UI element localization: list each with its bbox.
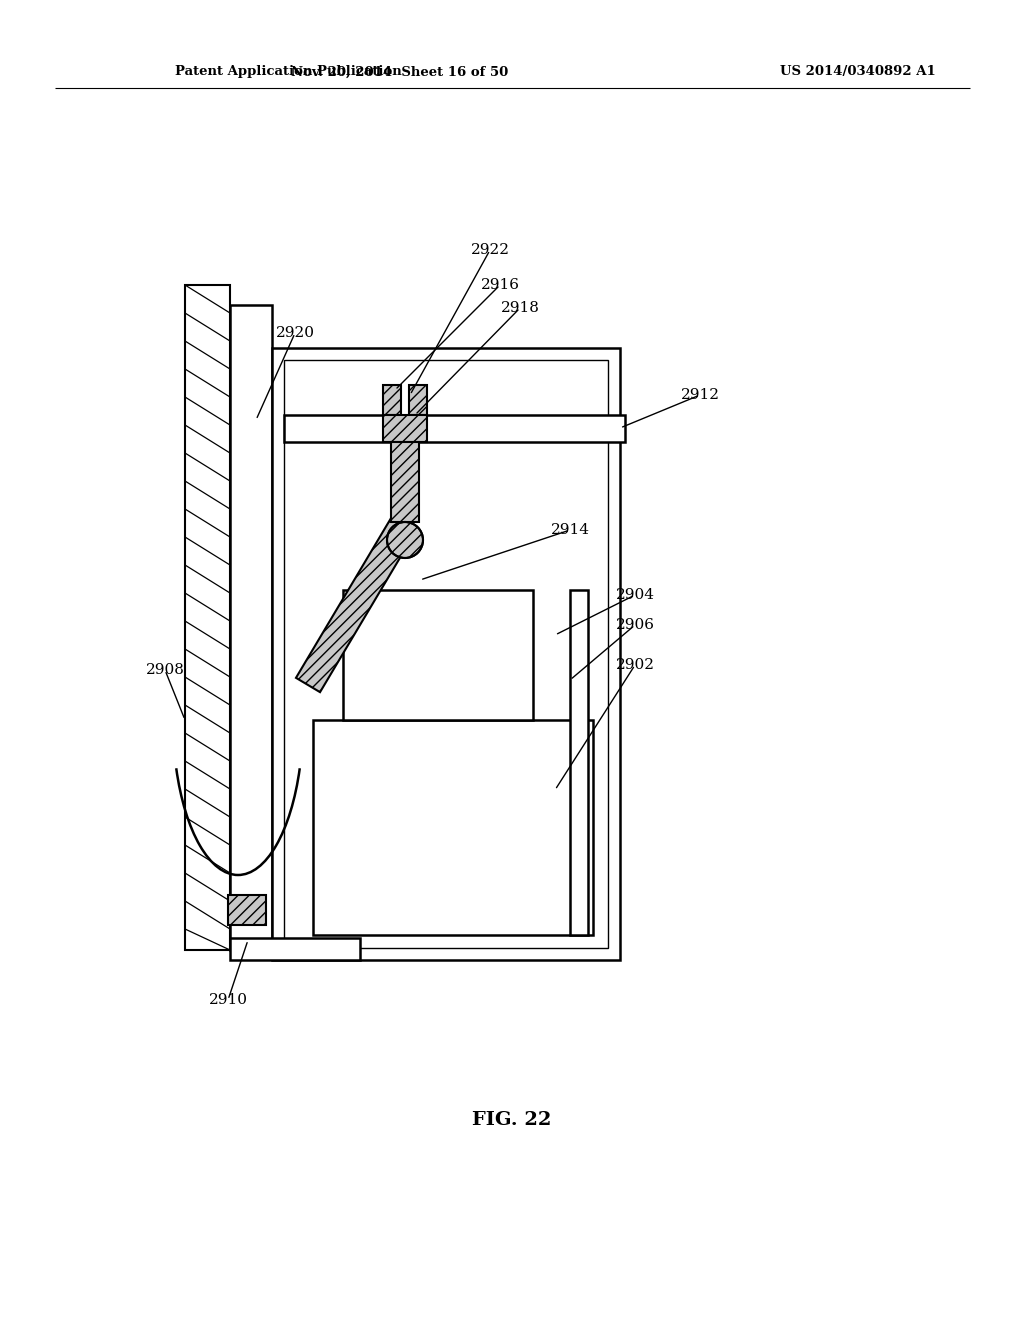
Bar xyxy=(185,285,230,950)
Bar xyxy=(383,414,427,442)
Text: 2918: 2918 xyxy=(501,301,540,315)
Bar xyxy=(230,939,360,960)
Bar xyxy=(313,719,593,935)
Text: FIG. 22: FIG. 22 xyxy=(472,1111,552,1129)
Text: 2908: 2908 xyxy=(145,663,184,677)
Polygon shape xyxy=(296,515,417,692)
Bar xyxy=(343,590,534,719)
Text: 2916: 2916 xyxy=(480,279,519,292)
Text: 2912: 2912 xyxy=(681,388,720,403)
Bar xyxy=(391,442,419,521)
Text: Nov. 20, 2014  Sheet 16 of 50: Nov. 20, 2014 Sheet 16 of 50 xyxy=(292,66,509,78)
Bar xyxy=(284,414,625,442)
Bar xyxy=(409,385,427,414)
Text: 2906: 2906 xyxy=(615,618,654,632)
Circle shape xyxy=(387,521,423,558)
Text: 2920: 2920 xyxy=(275,326,314,341)
Bar xyxy=(272,348,620,960)
Text: 2910: 2910 xyxy=(209,993,248,1007)
Bar xyxy=(570,590,588,935)
Text: 2914: 2914 xyxy=(551,523,590,537)
Bar xyxy=(383,385,401,414)
Bar xyxy=(284,360,608,948)
Bar xyxy=(228,895,266,925)
Text: 2902: 2902 xyxy=(615,657,654,672)
Text: 2904: 2904 xyxy=(615,587,654,602)
Text: 2922: 2922 xyxy=(470,243,510,257)
Text: Patent Application Publication: Patent Application Publication xyxy=(175,66,401,78)
Text: US 2014/0340892 A1: US 2014/0340892 A1 xyxy=(780,66,936,78)
Bar xyxy=(230,305,272,950)
